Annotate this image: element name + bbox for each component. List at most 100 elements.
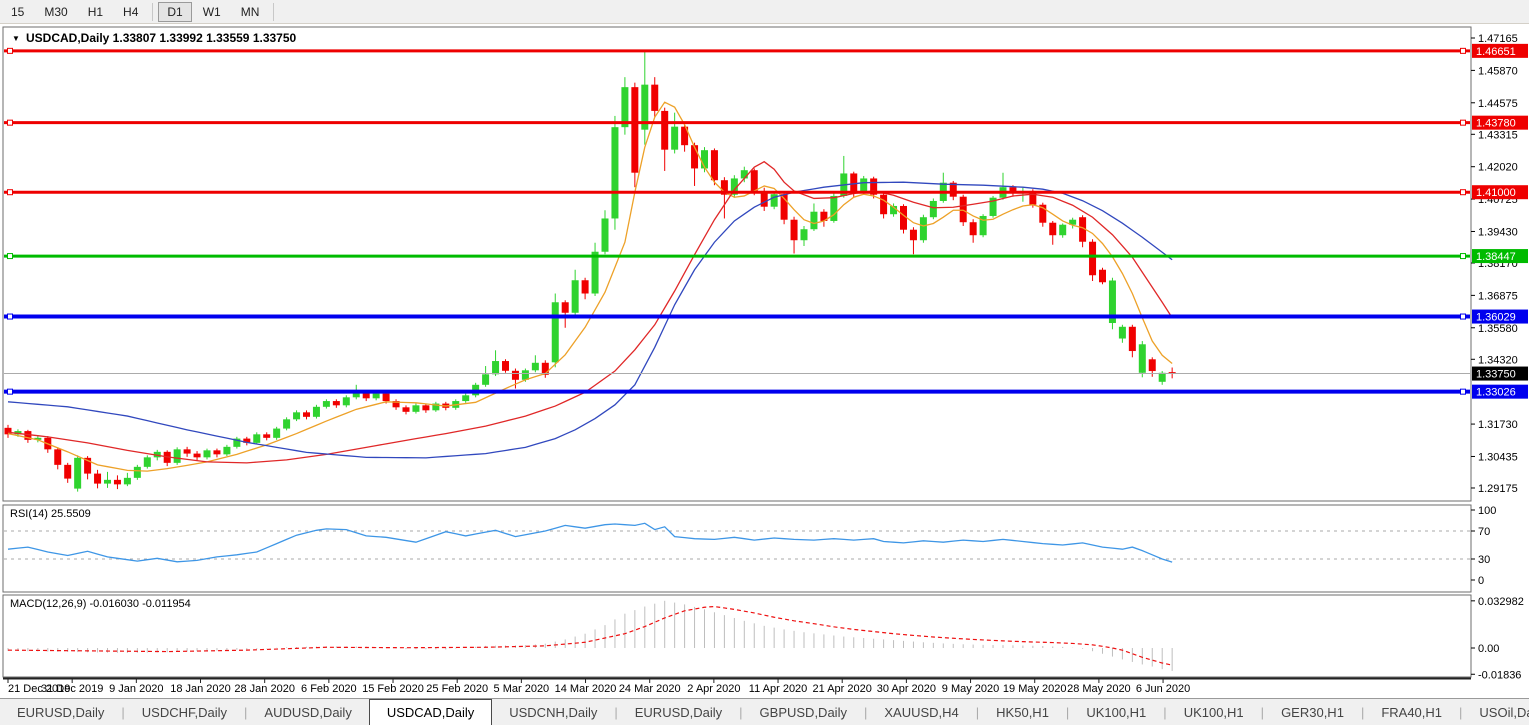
candle-body [880,194,888,215]
date-label: 2 Apr 2020 [687,683,740,695]
candle-body [1108,280,1116,324]
macd-panel[interactable] [2,594,1472,678]
candle-body [730,178,738,195]
rsi-scale-label: 100 [1478,505,1496,517]
price-badge [1472,384,1528,399]
price-badge-label: 1.33750 [1476,369,1516,381]
candle-body [84,457,92,474]
candle-body [710,150,718,181]
tab-usdcnh-daily[interactable]: USDCNH,Daily [509,704,598,720]
candle-body [1009,187,1017,194]
tab-separator: | [121,704,125,720]
tab-hk50-h1[interactable]: HK50,H1 [996,704,1049,720]
level-line-handle[interactable] [1460,388,1466,395]
price-badge-label: 1.46651 [1476,46,1516,58]
level-line-handle[interactable] [7,119,13,126]
candle-body [1118,326,1126,339]
price-badge [1472,366,1528,381]
timeframe-button-15[interactable]: 15 [11,4,25,19]
candle-body [800,229,808,241]
candle-body [283,419,291,429]
date-label: 5 Mar 2020 [494,683,550,695]
candle-body [94,473,102,484]
candle-body [223,446,231,455]
price-badge [1472,115,1528,130]
tab-uk100-h1[interactable]: UK100,H1 [1086,704,1147,720]
price-axis[interactable]: 1.471651.458701.445751.433151.420201.407… [1471,33,1528,681]
candle-body [123,477,131,485]
level-line-handle[interactable] [7,253,13,260]
candle-body [412,405,420,412]
price-tick-label: 1.30435 [1478,451,1518,463]
tab-separator: | [244,704,248,720]
price-tick-label: 1.45870 [1478,65,1518,77]
timeframe-button-w1[interactable]: W1 [202,4,221,19]
level-line-handle[interactable] [7,47,13,54]
candle-body [929,200,937,218]
toolbar-separator [152,2,154,21]
macd-label: MACD(12,26,9) -0.016030 -0.011954 [10,598,191,610]
timeframe-button-h1[interactable]: H1 [87,4,104,19]
level-line-handle[interactable] [1460,47,1466,54]
price-tick-label: 1.35580 [1478,323,1518,335]
tab-audusd-daily[interactable]: AUDUSD,Daily [264,704,352,720]
level-line-handle[interactable] [1460,253,1466,260]
candle-body [890,205,898,215]
tab-xauusd-h4[interactable]: XAUUSD,H4 [884,704,959,720]
rsi-indicator: RSI(14) 25.5509 [4,508,1470,563]
tab-separator: | [1360,704,1365,720]
tab-usoil-daily[interactable]: USOil,Daily [1479,704,1529,720]
date-label: 11 Apr 2020 [749,683,808,695]
horizontal-level-lines[interactable] [4,47,1470,395]
candle-body [521,370,529,380]
tab-usdcad-daily[interactable]: USDCAD,Daily [368,699,493,725]
candle-body [422,405,430,411]
level-line-handle[interactable] [1460,189,1466,196]
candle-body [392,401,400,408]
level-line-handle[interactable] [1460,313,1466,320]
candle-body [750,170,758,191]
tab-usdchf-daily[interactable]: USDCHF,Daily [141,704,228,720]
toolbar-separator [273,2,275,21]
macd-scale-label: -0.01836 [1478,669,1521,681]
candle-body [462,395,470,402]
level-line-handle[interactable] [7,313,13,320]
tab-uk100-h1[interactable]: UK100,H1 [1183,704,1244,720]
candle-body [691,145,699,169]
rsi-scale-label: 0 [1478,575,1484,587]
tab-separator: | [739,704,743,720]
candle-body [969,222,977,236]
tab-eurusd-daily[interactable]: EURUSD,Daily [634,704,723,720]
rsi-label: RSI(14) 25.5509 [10,508,91,520]
candle-body [671,126,679,150]
candle-body [909,229,917,241]
candle-body [820,211,828,221]
timeframe-button-h4[interactable]: H4 [123,4,139,19]
timeframe-button-mn[interactable]: MN [240,4,260,19]
rsi-panel[interactable] [2,504,1472,593]
level-line-handle[interactable] [7,189,13,196]
level-line-handle[interactable] [7,388,13,395]
tab-eurusd-daily[interactable]: EURUSD,Daily [17,704,105,720]
timeframe-button-m30[interactable]: M30 [44,4,68,19]
tab-fra40-h1[interactable]: FRA40,H1 [1381,704,1443,720]
timeframe-button-d1[interactable]: D1 [158,1,192,22]
chart-title: ▼ USDCAD,Daily 1.33807 1.33992 1.33559 1.… [12,31,297,45]
candle-body [919,217,927,241]
level-line-handle[interactable] [1460,119,1466,126]
tab-gbpusd-daily[interactable]: GBPUSD,Daily [759,704,847,720]
candle-body [113,479,121,485]
candle-body [263,434,271,438]
tab-separator: | [614,704,618,720]
candle-body [74,457,82,489]
candle-body [681,126,689,146]
main-chart-panel[interactable] [2,26,1472,502]
price-tick-label: 1.29175 [1478,483,1518,495]
candle-body [362,392,370,399]
candle-body [332,401,340,406]
tab-ger30-h1[interactable]: GER30,H1 [1281,704,1344,720]
date-label: 6 Feb 2020 [301,683,357,695]
